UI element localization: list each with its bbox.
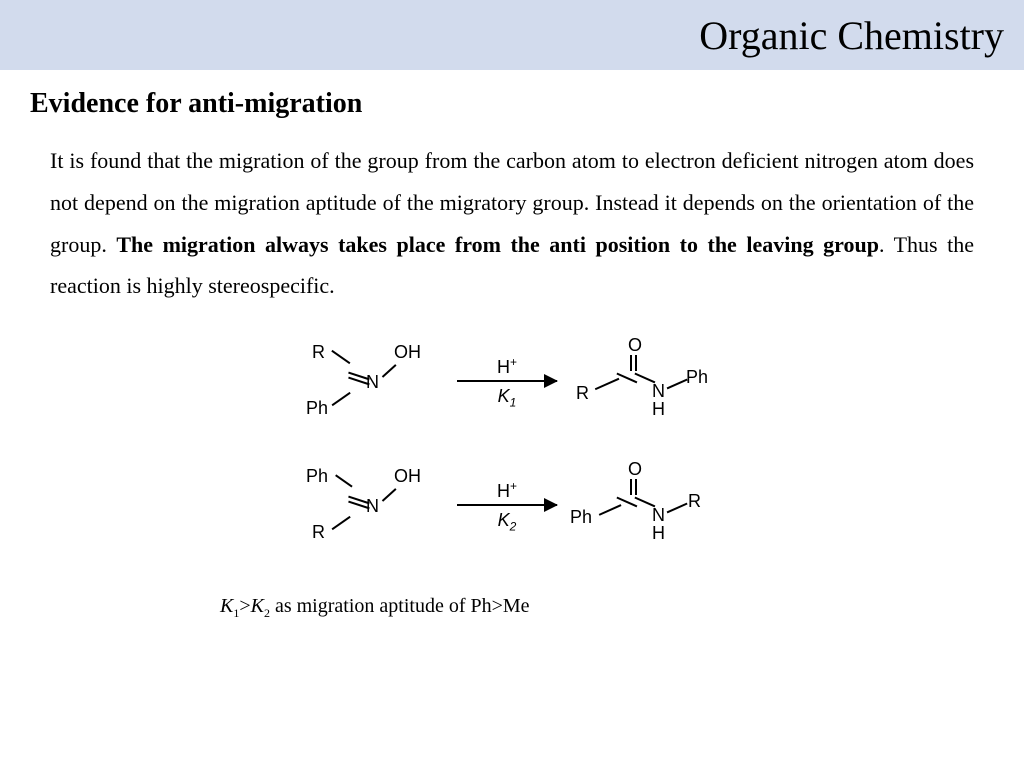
label-oh: OH xyxy=(394,466,421,487)
label-o: O xyxy=(628,335,642,356)
label-ph: Ph xyxy=(570,507,592,528)
oxime-structure-2: Ph R OH N xyxy=(302,466,442,546)
header-title: Organic Chemistry xyxy=(699,12,1004,59)
label-ph: Ph xyxy=(306,398,328,419)
amide-structure-1: O R N H Ph xyxy=(572,337,722,427)
label-ph: Ph xyxy=(686,367,708,388)
label-r: R xyxy=(576,383,589,404)
arrow-condition-1: H+ xyxy=(497,355,517,378)
arrow-condition-2: H+ xyxy=(497,479,517,502)
label-r: R xyxy=(312,342,325,363)
arrow-icon xyxy=(457,380,557,382)
section-title: Evidence for anti-migration xyxy=(0,70,1024,130)
reaction-diagram: R Ph OH N H+ K1 O R N xyxy=(0,327,1024,621)
arrow-icon xyxy=(457,504,557,506)
amide-structure-2: O Ph N H R xyxy=(572,461,722,551)
label-h: H xyxy=(652,523,665,544)
label-oh: OH xyxy=(394,342,421,363)
label-h: H xyxy=(652,399,665,420)
reaction-row-2: Ph R OH N H+ K2 O Ph N H R xyxy=(302,461,722,551)
label-r: R xyxy=(312,522,325,543)
body-paragraph: It is found that the migration of the gr… xyxy=(0,130,1024,327)
paragraph-bold: The migration always takes place from th… xyxy=(116,232,879,257)
label-r: R xyxy=(688,491,701,512)
reaction-arrow-2: H+ K2 xyxy=(452,479,562,534)
reaction-row-1: R Ph OH N H+ K1 O R N xyxy=(302,337,722,427)
arrow-rate-2: K2 xyxy=(498,510,517,534)
reaction-arrow-1: H+ K1 xyxy=(452,355,562,410)
oxime-structure-1: R Ph OH N xyxy=(302,342,442,422)
header-bar: Organic Chemistry xyxy=(0,0,1024,70)
footnote: K1>K2 as migration aptitude of Ph>Me xyxy=(0,585,1024,621)
label-ph: Ph xyxy=(306,466,328,487)
label-o: O xyxy=(628,459,642,480)
arrow-rate-1: K1 xyxy=(498,386,517,410)
